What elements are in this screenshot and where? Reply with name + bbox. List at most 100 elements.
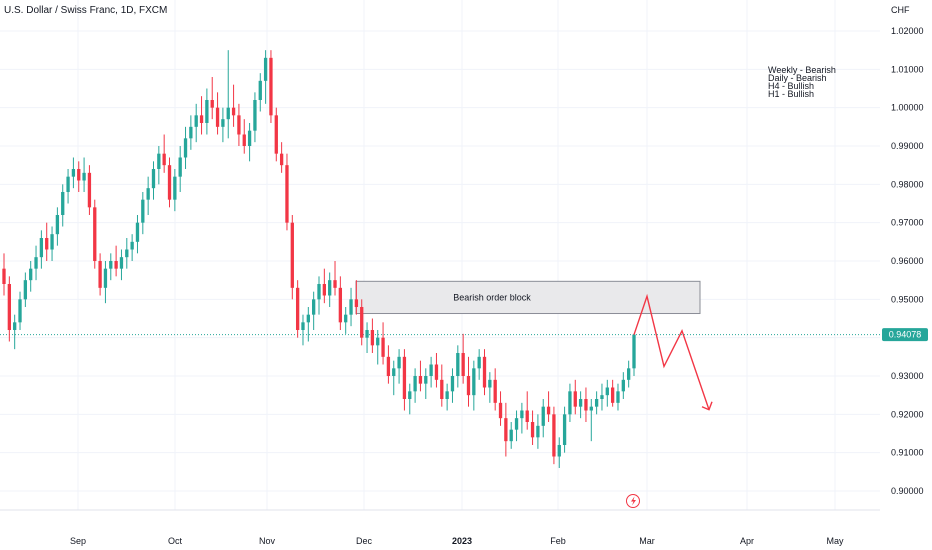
time-tick-label: Mar (639, 536, 655, 546)
candle (109, 253, 113, 281)
candle (322, 268, 326, 304)
candle (429, 356, 433, 388)
candle (295, 280, 300, 338)
candles (2, 50, 636, 468)
candle (466, 356, 471, 407)
candle (93, 199, 97, 269)
candle (504, 402, 508, 457)
candle (600, 383, 604, 411)
candle (477, 349, 481, 380)
candle (103, 261, 108, 304)
candle (488, 372, 492, 403)
candle (440, 364, 444, 407)
price-tick-label: 0.98000 (891, 179, 924, 189)
candle (183, 126, 188, 169)
candle (157, 146, 161, 185)
time-tick-label: Nov (259, 536, 276, 546)
candle (82, 157, 86, 192)
candle (584, 387, 588, 422)
candle (77, 161, 81, 192)
candle (541, 399, 545, 438)
candle (274, 107, 278, 162)
candle (231, 84, 236, 127)
candle (210, 77, 214, 120)
price-tick-label: 1.02000 (891, 26, 924, 36)
candle (146, 176, 150, 215)
time-tick-label: Oct (168, 536, 183, 546)
candle (306, 307, 310, 342)
candle (349, 287, 353, 327)
candle (178, 146, 182, 192)
candle (125, 238, 129, 269)
time-tick-label: Apr (740, 536, 754, 546)
candle (312, 291, 316, 330)
candle (424, 368, 428, 399)
candle (34, 245, 38, 281)
candle (71, 157, 76, 189)
candle (360, 299, 364, 346)
candle (557, 437, 561, 468)
time-tick-label: May (826, 536, 844, 546)
candle (333, 261, 337, 296)
price-tick-label: 0.96000 (891, 256, 924, 266)
candle (55, 207, 60, 246)
candle (39, 230, 44, 269)
candle (610, 379, 615, 407)
candle (530, 410, 535, 445)
candle (114, 245, 118, 277)
projection-path (633, 293, 710, 410)
candle (434, 353, 439, 388)
candle (386, 345, 391, 384)
candle (589, 399, 593, 442)
candle (189, 115, 193, 150)
candle (13, 314, 17, 350)
candle (290, 215, 294, 300)
price-tick-label: 0.91000 (891, 448, 924, 458)
candle (594, 391, 599, 415)
last-price-value: 0.94078 (889, 330, 922, 340)
candle (525, 391, 529, 430)
candle (578, 391, 583, 419)
candle (141, 192, 145, 235)
candle (445, 383, 449, 411)
time-tick-label: Dec (356, 536, 373, 546)
candle (301, 314, 305, 346)
candle (461, 333, 465, 384)
price-tick-label: 1.00000 (891, 103, 924, 113)
last-price-tag (882, 328, 928, 342)
candle (568, 383, 572, 422)
candle (482, 349, 487, 396)
candle (247, 123, 252, 162)
candle (61, 184, 65, 227)
chart-title: U.S. Dollar / Swiss Franc, 1D, FXCM (4, 5, 167, 16)
candle (546, 391, 551, 422)
bias-note-weekly: Weekly - Bearish (768, 65, 836, 75)
candle (365, 322, 369, 353)
candle (194, 103, 198, 143)
currency-label: CHF (891, 5, 910, 15)
candle (263, 50, 268, 104)
candle (632, 333, 636, 376)
candle (221, 107, 225, 143)
candle (253, 92, 257, 143)
chart-grid (0, 0, 880, 510)
candle (23, 272, 28, 307)
bias-note-h1: H1 - Bullish (768, 89, 814, 99)
candle (493, 368, 497, 411)
candle (418, 360, 423, 392)
candle (199, 96, 204, 135)
candle (402, 349, 407, 411)
candle (130, 234, 134, 261)
candle (119, 249, 124, 281)
candle (397, 349, 401, 384)
candle (50, 226, 54, 261)
candle (370, 318, 375, 353)
candle (509, 422, 513, 449)
price-tick-label: 1.01000 (891, 64, 924, 74)
bias-note-daily: Daily - Bearish (768, 73, 827, 83)
candle (413, 368, 417, 403)
candle (279, 142, 284, 173)
candle (66, 169, 70, 204)
lightning-icon[interactable] (626, 494, 640, 508)
